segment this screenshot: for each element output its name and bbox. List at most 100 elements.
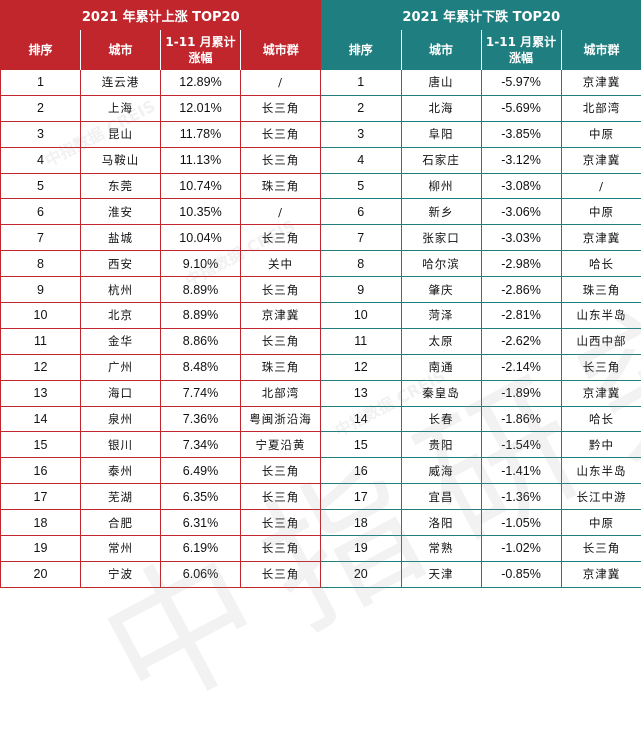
rank-cell: 13	[321, 379, 402, 407]
change-cell: 7.74%	[160, 379, 241, 407]
rank-cell: 12	[0, 353, 81, 381]
rank-cell: 15	[0, 431, 81, 458]
change-cell: -0.85%	[481, 560, 562, 588]
rank-cell: 7	[0, 224, 81, 251]
city-cell: 常熟	[401, 535, 482, 562]
table-row: 12 广州 8.48% 珠三角	[0, 353, 322, 381]
change-cell: 7.36%	[160, 405, 241, 432]
fall-header-group: 城市群	[561, 30, 641, 70]
table-row: 3 昆山 11.78% 长三角	[0, 120, 322, 148]
group-cell: 京津冀	[240, 302, 322, 329]
table-row: 5 柳州 -3.08% /	[321, 172, 641, 199]
table-row: 7 张家口 -3.03% 京津冀	[321, 224, 641, 251]
rank-cell: 5	[0, 172, 81, 199]
city-cell: 昆山	[80, 120, 161, 148]
table-row: 17 宜昌 -1.36% 长江中游	[321, 483, 641, 510]
rise-header-change: 1-11 月累计 涨幅	[160, 30, 241, 70]
change-cell: -2.14%	[481, 353, 562, 381]
change-cell: -1.02%	[481, 535, 562, 562]
table-row: 1 唐山 -5.97% 京津冀	[321, 69, 641, 96]
rank-cell: 8	[0, 250, 81, 277]
table-row: 7 盐城 10.04% 长三角	[0, 224, 322, 251]
group-cell: 长江中游	[561, 483, 641, 510]
group-cell: 北部湾	[561, 94, 641, 122]
table-row: 13 海口 7.74% 北部湾	[0, 379, 322, 407]
table-row: 10 菏泽 -2.81% 山东半岛	[321, 302, 641, 329]
city-cell: 肇庆	[401, 276, 482, 303]
change-cell: -2.86%	[481, 276, 562, 303]
rank-cell: 5	[321, 172, 402, 199]
group-cell: 长三角	[240, 560, 322, 588]
group-cell: 长三角	[240, 457, 322, 484]
table-row: 15 银川 7.34% 宁夏沿黄	[0, 431, 322, 458]
rank-cell: 11	[321, 327, 402, 355]
change-cell: 6.06%	[160, 560, 241, 588]
city-cell: 北海	[401, 94, 482, 122]
group-cell: 长三角	[561, 353, 641, 381]
rank-cell: 8	[321, 250, 402, 277]
table-row: 18 合肥 6.31% 长三角	[0, 509, 322, 536]
rise-table-title: 2021 年累计上涨 TOP20	[0, 0, 321, 30]
change-cell: -1.36%	[481, 483, 562, 510]
rank-cell: 15	[321, 431, 402, 458]
rank-cell: 20	[321, 560, 402, 588]
group-cell: 山东半岛	[561, 302, 641, 329]
table-row: 2 北海 -5.69% 北部湾	[321, 94, 641, 122]
fall-table-body: 1 唐山 -5.97% 京津冀 2 北海 -5.69% 北部湾 3 阜阳 -3.85% 中原 4 石家庄 -…	[321, 69, 641, 588]
rank-cell: 18	[321, 509, 402, 536]
city-cell: 东莞	[80, 172, 161, 199]
rank-cell: 10	[0, 302, 81, 329]
rank-cell: 17	[321, 483, 402, 510]
city-cell: 阜阳	[401, 120, 482, 148]
rank-cell: 16	[0, 457, 81, 484]
change-cell: 6.35%	[160, 483, 241, 510]
rank-cell: 10	[321, 302, 402, 329]
change-cell: 10.35%	[160, 198, 241, 225]
table-row: 20 天津 -0.85% 京津冀	[321, 560, 641, 588]
table-row: 14 长春 -1.86% 哈长	[321, 405, 641, 432]
city-cell: 哈尔滨	[401, 250, 482, 277]
group-cell: 京津冀	[561, 69, 641, 96]
change-cell: -3.08%	[481, 172, 562, 199]
table-row: 1 连云港 12.89% /	[0, 69, 322, 96]
table-row: 10 北京 8.89% 京津冀	[0, 302, 322, 329]
table-row: 18 洛阳 -1.05% 中原	[321, 509, 641, 536]
change-cell: 7.34%	[160, 431, 241, 458]
table-row: 6 新乡 -3.06% 中原	[321, 198, 641, 225]
group-cell: /	[240, 198, 322, 225]
group-cell: 哈长	[561, 250, 641, 277]
rank-cell: 18	[0, 509, 81, 536]
rank-cell: 6	[321, 198, 402, 225]
table-row: 17 芜湖 6.35% 长三角	[0, 483, 322, 510]
rank-cell: 1	[0, 69, 81, 96]
city-cell: 菏泽	[401, 302, 482, 329]
group-cell: 宁夏沿黄	[240, 431, 322, 458]
fall-top20-table: 2021 年累计下跌 TOP20 排序 城市 1-11 月累计 涨幅 城市群 1…	[321, 0, 641, 588]
city-cell: 新乡	[401, 198, 482, 225]
city-cell: 贵阳	[401, 431, 482, 458]
table-row: 12 南通 -2.14% 长三角	[321, 353, 641, 381]
city-cell: 柳州	[401, 172, 482, 199]
rank-cell: 4	[321, 146, 402, 174]
rank-cell: 16	[321, 457, 402, 484]
table-row: 11 太原 -2.62% 山西中部	[321, 327, 641, 355]
table-row: 14 泉州 7.36% 粤闽浙沿海	[0, 405, 322, 432]
city-cell: 南通	[401, 353, 482, 381]
city-cell: 威海	[401, 457, 482, 484]
rank-cell: 2	[0, 94, 81, 122]
rank-cell: 19	[0, 535, 81, 562]
change-cell: 10.04%	[160, 224, 241, 251]
city-cell: 宁波	[80, 560, 161, 588]
table-row: 8 哈尔滨 -2.98% 哈长	[321, 250, 641, 277]
table-row: 11 金华 8.86% 长三角	[0, 327, 322, 355]
group-cell: 中原	[561, 120, 641, 148]
rank-cell: 3	[321, 120, 402, 148]
change-cell: 8.89%	[160, 302, 241, 329]
group-cell: 长三角	[240, 146, 322, 174]
city-cell: 杭州	[80, 276, 161, 303]
city-cell: 上海	[80, 94, 161, 122]
city-cell: 宜昌	[401, 483, 482, 510]
group-cell: 哈长	[561, 405, 641, 432]
group-cell: 山东半岛	[561, 457, 641, 484]
change-cell: 8.86%	[160, 327, 241, 355]
